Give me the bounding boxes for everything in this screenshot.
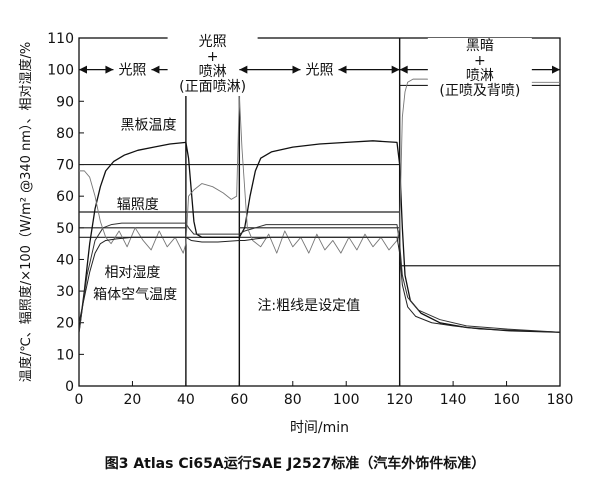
y-axis-label: 温度/℃、辐照度/×100（W/m² @340 nm）、相对湿度/% bbox=[18, 42, 34, 382]
series-line bbox=[78, 222, 561, 333]
y-tick-label: 90 bbox=[56, 94, 74, 110]
chart: 0 10 20 30 40 50 60 70 80 90 100 110 0 20 40 60 80 100 12… bbox=[18, 31, 574, 436]
y-tick-label: 0 bbox=[65, 379, 74, 395]
phase-label: 光照 bbox=[306, 63, 334, 79]
chart-annotation: 箱体空气温度 bbox=[93, 287, 177, 303]
y-tick-label: 80 bbox=[56, 126, 74, 142]
y-tick-label: 30 bbox=[56, 284, 74, 300]
chart-annotation: 辐照度 bbox=[117, 197, 159, 213]
phase-arrow-head bbox=[79, 65, 87, 74]
y-tick-label: 100 bbox=[47, 63, 74, 79]
chart-annotation: 注:粗线是设定值 bbox=[257, 298, 360, 314]
phase-arrow-head bbox=[399, 65, 408, 74]
x-tick-label: 100 bbox=[333, 392, 360, 408]
x-tick-label: 140 bbox=[440, 392, 467, 408]
y-tick-label: 60 bbox=[56, 189, 74, 205]
phase-label-bg bbox=[427, 38, 532, 100]
phase-arrow-head bbox=[552, 65, 560, 74]
phase-arrow-head bbox=[292, 65, 301, 74]
phase-arrow-head bbox=[239, 65, 248, 74]
x-tick-label: 180 bbox=[547, 392, 574, 408]
x-tick-label: 20 bbox=[124, 392, 142, 408]
phase-label: 光照+喷淋(正面喷淋) bbox=[179, 34, 246, 95]
y-tick-label: 10 bbox=[56, 347, 74, 363]
chart-annotation: 相对湿度 bbox=[104, 265, 160, 281]
x-tick-label: 120 bbox=[386, 392, 413, 408]
x-axis-label: 时间/min bbox=[290, 420, 349, 436]
phase-arrow-head bbox=[338, 65, 347, 74]
y-tick-label: 40 bbox=[56, 252, 74, 268]
y-tick-label: 50 bbox=[56, 221, 74, 237]
x-tick-label: 160 bbox=[493, 392, 520, 408]
phase-arrow-head bbox=[391, 65, 400, 74]
series-line bbox=[79, 78, 560, 254]
y-tick-label: 70 bbox=[56, 158, 74, 174]
y-tick-label: 110 bbox=[47, 31, 74, 47]
phase-arrow-head bbox=[151, 65, 160, 74]
phase-arrow-head bbox=[105, 65, 114, 74]
chart-annotation: 黑板温度 bbox=[120, 118, 176, 134]
y-tick-label: 20 bbox=[56, 316, 74, 332]
phase-label: 黑暗+喷淋(正喷及背喷) bbox=[439, 38, 520, 99]
x-tick-label: 60 bbox=[230, 392, 248, 408]
x-tick-label: 80 bbox=[284, 392, 302, 408]
series-line bbox=[78, 140, 561, 333]
series-line bbox=[78, 236, 561, 333]
phase-label-bg bbox=[167, 34, 258, 96]
x-tick-label: 40 bbox=[177, 392, 195, 408]
phase-label: 光照 bbox=[118, 63, 146, 79]
figure-caption: 图3 Atlas Ci65A运行SAE J2527标准（汽车外饰件标准） bbox=[104, 456, 486, 472]
x-tick-label: 0 bbox=[75, 392, 84, 408]
